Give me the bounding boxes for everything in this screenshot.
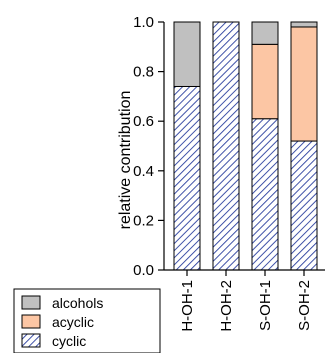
- y-tick-label: 1.0: [133, 14, 154, 31]
- bars: [173, 21, 318, 271]
- y-tick-label: 0.8: [133, 64, 154, 81]
- legend-label-cyclic: cyclic: [52, 333, 86, 349]
- legend-swatch-alcohols: [21, 295, 41, 310]
- y-axis-label: relative contribution: [117, 91, 134, 230]
- legend-label-alcohols: alcohols: [52, 295, 103, 311]
- bar-segment-alcohols: [173, 21, 201, 87]
- y-tick-label: 0.2: [133, 212, 154, 229]
- legend-swatch-cyclic: [21, 333, 41, 348]
- y-tick-label: 0.0: [133, 262, 154, 279]
- bar-segment-acyclic: [290, 26, 318, 142]
- bar-segment-cyclic: [251, 118, 279, 271]
- legend-label-acyclic: acyclic: [52, 314, 94, 330]
- bar-segment-cyclic: [290, 140, 318, 271]
- y-tick-label: 0.6: [133, 113, 154, 130]
- x-tick-label: S-OH-2: [296, 280, 313, 331]
- x-tick-label: H-OH-1: [179, 280, 196, 332]
- legend: alcohols acyclic cyclic: [13, 288, 161, 353]
- legend-swatch-acyclic: [21, 314, 41, 329]
- bar-segment-alcohols: [290, 21, 318, 28]
- y-axis: 0.0 0.2 0.4 0.6 0.8 1.0: [133, 14, 165, 279]
- y-tick-label: 0.4: [133, 163, 154, 180]
- x-tick-label: H-OH-2: [218, 280, 235, 332]
- bar-segment-acyclic: [251, 43, 279, 120]
- bar-segment-cyclic: [173, 85, 201, 271]
- bar-segment-alcohols: [251, 21, 279, 45]
- x-axis: H-OH-1 H-OH-2 S-OH-1 S-OH-2: [164, 269, 325, 332]
- x-tick-label: S-OH-1: [257, 280, 274, 331]
- bar-segment-cyclic: [212, 21, 240, 271]
